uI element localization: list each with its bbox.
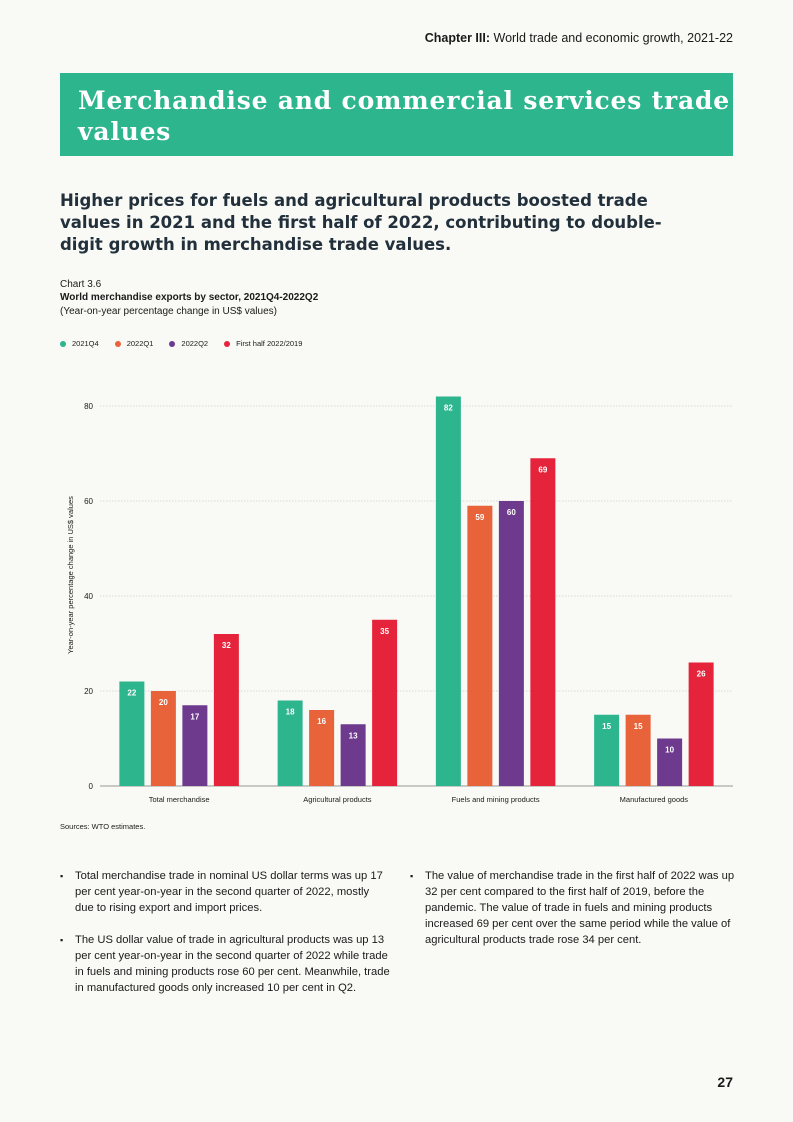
bar <box>309 710 335 786</box>
chapter-header: Chapter III: World trade and economic gr… <box>425 31 733 45</box>
bar-value-label: 15 <box>602 722 611 731</box>
bar <box>467 505 493 786</box>
bar <box>340 724 366 786</box>
bar <box>435 396 461 786</box>
y-tick-label: 60 <box>84 497 93 506</box>
legend-label: 2021Q4 <box>72 339 99 348</box>
y-tick-label: 40 <box>84 592 93 601</box>
bar-value-label: 17 <box>190 712 199 721</box>
bar <box>213 634 239 786</box>
x-tick-label: Fuels and mining products <box>452 795 540 804</box>
bar-value-label: 20 <box>159 698 168 707</box>
x-tick-label: Manufactured goods <box>620 795 689 804</box>
legend-label: 2022Q2 <box>181 339 209 348</box>
bar-value-label: 10 <box>665 746 674 755</box>
bar-value-label: 69 <box>538 465 547 474</box>
bullet-list-left: Total merchandise trade in nominal US do… <box>60 868 390 1012</box>
y-axis-title: Year-on-year percentage change in US$ va… <box>66 496 75 654</box>
bar-value-label: 32 <box>222 641 231 650</box>
bar <box>277 700 303 786</box>
bar <box>150 691 176 786</box>
bar <box>688 662 714 786</box>
chapter-title: World trade and economic growth, 2021-22 <box>493 31 734 45</box>
bar <box>625 714 651 786</box>
bar <box>657 738 683 786</box>
bar <box>372 619 398 786</box>
x-tick-label: Total merchandise <box>149 795 210 804</box>
bar <box>594 714 620 786</box>
section-title: Merchandise and commercial services trad… <box>78 86 730 146</box>
x-tick-label: Agricultural products <box>303 795 372 804</box>
bullet-item: The US dollar value of trade in agricult… <box>60 932 390 996</box>
bar-value-label: 26 <box>697 670 706 679</box>
bar-value-label: 82 <box>444 404 453 413</box>
legend-label: First half 2022/2019 <box>236 339 303 348</box>
legend-swatch <box>224 340 231 347</box>
title-banner: Merchandise and commercial services trad… <box>60 73 733 156</box>
legend-swatch <box>169 340 176 347</box>
y-tick-label: 20 <box>84 687 93 696</box>
bar-value-label: 35 <box>380 627 389 636</box>
bar-value-label: 15 <box>634 722 643 731</box>
legend-item: 2022Q1 <box>114 339 154 348</box>
bullet-item: The value of merchandise trade in the fi… <box>410 868 740 948</box>
bullet-list-right: The value of merchandise trade in the fi… <box>410 868 740 964</box>
bar-value-label: 22 <box>127 689 136 698</box>
legend-swatch <box>114 340 121 347</box>
bar-value-label: 59 <box>475 513 484 522</box>
bar-value-label: 60 <box>507 508 516 517</box>
chart-legend: 2021Q4 2022Q1 2022Q2 First half 2022/2019 <box>60 339 318 348</box>
bar <box>498 501 524 786</box>
y-tick-label: 80 <box>84 402 93 411</box>
legend-label: 2022Q1 <box>126 339 154 348</box>
bar-value-label: 13 <box>349 731 358 740</box>
bar-value-label: 16 <box>317 717 326 726</box>
bar <box>182 705 208 786</box>
bar <box>119 681 145 786</box>
bar <box>530 458 556 786</box>
chapter-label: Chapter III: <box>424 31 491 45</box>
legend-item: First half 2022/2019 <box>224 339 302 348</box>
chart-sources: Sources: WTO estimates. <box>60 822 146 831</box>
chart-title: World merchandise exports by sector, 202… <box>60 292 319 303</box>
lead-paragraph: Higher prices for fuels and agricultural… <box>60 191 662 254</box>
chart-label: Chart 3.6 <box>60 279 102 290</box>
y-tick-label: 0 <box>89 782 94 791</box>
bullet-item: Total merchandise trade in nominal US do… <box>60 868 390 916</box>
bar-value-label: 18 <box>286 708 295 717</box>
legend-item: 2022Q2 <box>169 339 208 348</box>
legend-item: 2021Q4 <box>60 339 99 348</box>
page-number: 27 <box>717 1074 733 1090</box>
chart-subtitle: (Year-on-year percentage change in US$ v… <box>60 306 277 317</box>
legend-swatch <box>60 340 66 347</box>
